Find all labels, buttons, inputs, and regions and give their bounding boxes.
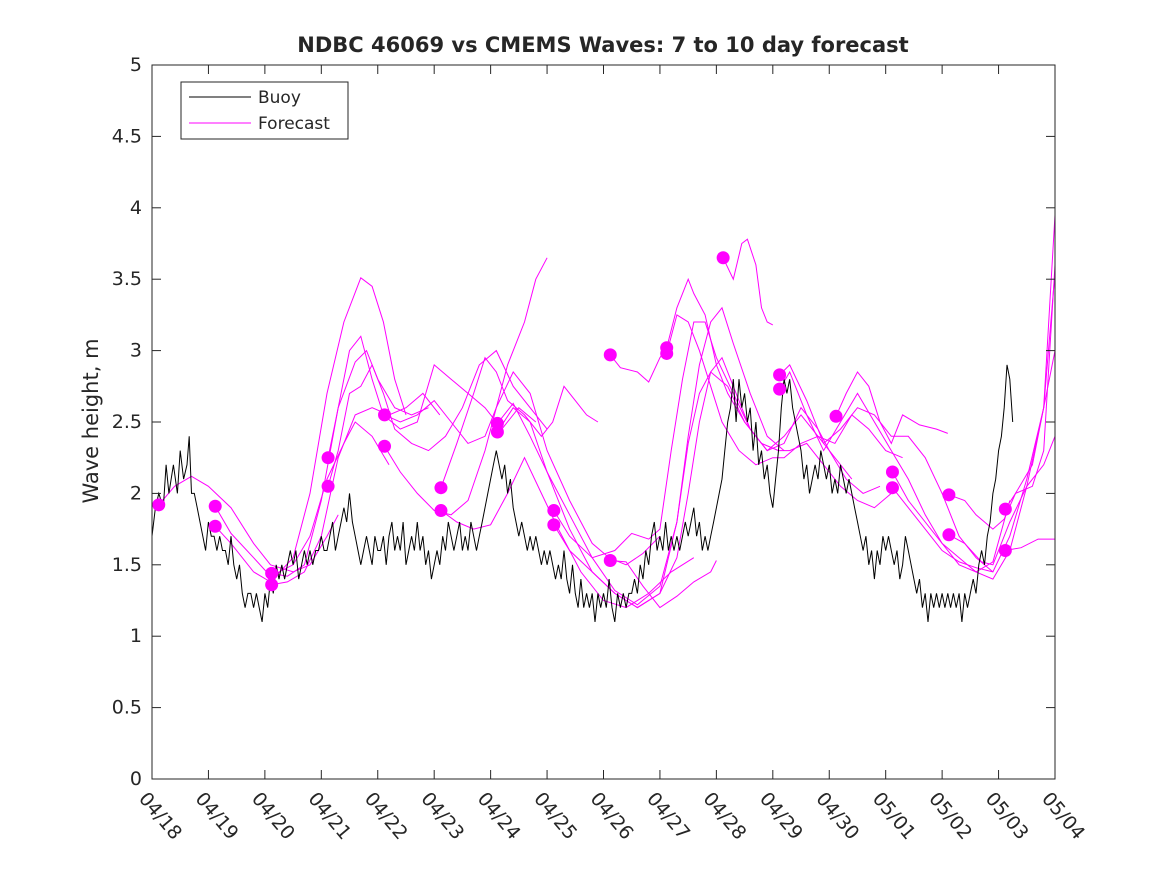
forecast-start-marker-16 [603, 554, 617, 568]
forecast-start-marker-22 [773, 382, 787, 396]
forecast-line-14 [553, 356, 853, 609]
forecast-start-marker-2 [208, 499, 222, 513]
forecast-start-marker-7 [321, 479, 335, 493]
forecast-start-marker-5 [265, 578, 279, 592]
forecast-line-10 [440, 356, 599, 488]
x-tick-label: 04/26 [586, 788, 638, 844]
forecast-start-marker-17 [603, 348, 617, 362]
x-tick-label: 04/23 [416, 788, 468, 844]
x-tick-label: 04/24 [473, 788, 525, 844]
legend: Buoy Forecast [180, 81, 349, 140]
forecast-line-3 [214, 277, 407, 583]
forecast-line-23 [835, 371, 948, 445]
forecast-start-marker-19 [660, 346, 674, 360]
x-tick-label: 04/18 [134, 788, 186, 844]
forecast-start-marker-23 [829, 409, 843, 423]
x-tick-label: 05/04 [1037, 788, 1089, 844]
forecast-line-27 [948, 436, 1056, 566]
forecast-line-13 [496, 371, 779, 606]
y-tick-label: 3 [130, 340, 142, 362]
y-tick-label: 3.5 [112, 268, 142, 290]
y-tick-label: 1.5 [112, 554, 142, 576]
forecast-start-marker-28 [998, 502, 1012, 516]
x-tick-label: 04/19 [191, 788, 243, 844]
forecast-line-15 [553, 321, 903, 559]
y-tick-label: 1 [130, 625, 142, 647]
forecast-line-22 [779, 370, 1011, 573]
forecast-line-17 [609, 347, 668, 383]
forecast-start-marker-26 [942, 488, 956, 502]
forecast-line-28 [1004, 264, 1056, 510]
forecast-line-21 [779, 364, 994, 573]
y-tick-label: 2.5 [112, 411, 142, 433]
forecast-start-marker-10 [434, 481, 448, 495]
forecast-start-marker-21 [773, 368, 787, 382]
forecast-start-marker-20 [716, 251, 730, 265]
x-tick-label: 04/27 [642, 788, 694, 844]
x-tick-label: 04/28 [699, 788, 751, 844]
forecast-line-20 [722, 238, 774, 326]
forecast-start-marker-15 [547, 504, 561, 518]
forecast-line-29 [1005, 538, 1055, 551]
legend-buoy-label: Buoy [258, 88, 301, 108]
forecast-line-2 [214, 421, 390, 577]
forecast-start-marker-4 [265, 566, 279, 580]
forecast-start-marker-29 [998, 544, 1012, 558]
forecast-line-7 [327, 349, 548, 487]
y-axis-label: Wave height, m [79, 338, 103, 503]
plot-frame [151, 64, 1056, 780]
forecast-line-12 [497, 306, 785, 609]
forecast-start-marker-11 [434, 504, 448, 518]
forecast-start-markers [152, 251, 1012, 592]
chart-title: NDBC 46069 vs CMEMS Waves: 7 to 10 day f… [297, 33, 908, 57]
x-tick-label: 05/02 [924, 788, 976, 844]
y-tick-label: 4 [130, 197, 142, 219]
forecast-start-marker-6 [321, 451, 335, 465]
buoy-line [151, 364, 1014, 622]
x-tick-label: 04/30 [811, 788, 863, 844]
forecast-start-marker-1 [152, 498, 166, 512]
y-tick-label: 0.5 [112, 697, 142, 719]
x-tick-label: 04/20 [247, 788, 299, 844]
legend-box [180, 81, 349, 140]
forecast-line-25 [892, 272, 1056, 573]
forecast-line-24 [892, 350, 1056, 580]
buoy-series-line [151, 364, 1014, 622]
forecast-line-9 [384, 371, 661, 566]
y-tick-label: 5 [130, 54, 142, 76]
forecast-lines [158, 214, 1056, 609]
forecast-start-marker-14 [547, 518, 561, 532]
forecast-line-19 [666, 314, 881, 494]
x-tick-label: 04/29 [755, 788, 807, 844]
y-tick-label: 0 [130, 768, 142, 790]
x-tick-label: 05/01 [868, 788, 920, 844]
y-tick-label: 2 [130, 482, 142, 504]
forecast-start-marker-25 [885, 481, 899, 495]
legend-forecast-label: Forecast [258, 114, 330, 134]
x-tick-label: 04/21 [303, 788, 355, 844]
forecast-start-marker-8 [378, 408, 392, 422]
forecast-line-6 [327, 335, 537, 458]
forecast-start-marker-24 [885, 465, 899, 479]
x-tick-label: 04/22 [360, 788, 412, 844]
x-tick-label: 04/25 [529, 788, 581, 844]
y-tick-label: 4.5 [112, 125, 142, 147]
forecast-line-8 [384, 257, 548, 445]
forecast-start-marker-13 [490, 425, 504, 439]
x-tick-label: 05/03 [981, 788, 1033, 844]
forecast-line-16 [610, 560, 717, 609]
forecast-start-marker-27 [942, 528, 956, 542]
forecast-start-marker-9 [378, 439, 392, 453]
forecast-start-marker-3 [208, 519, 222, 533]
forecast-line-1 [158, 475, 339, 573]
forecast-line-26 [948, 214, 1056, 530]
